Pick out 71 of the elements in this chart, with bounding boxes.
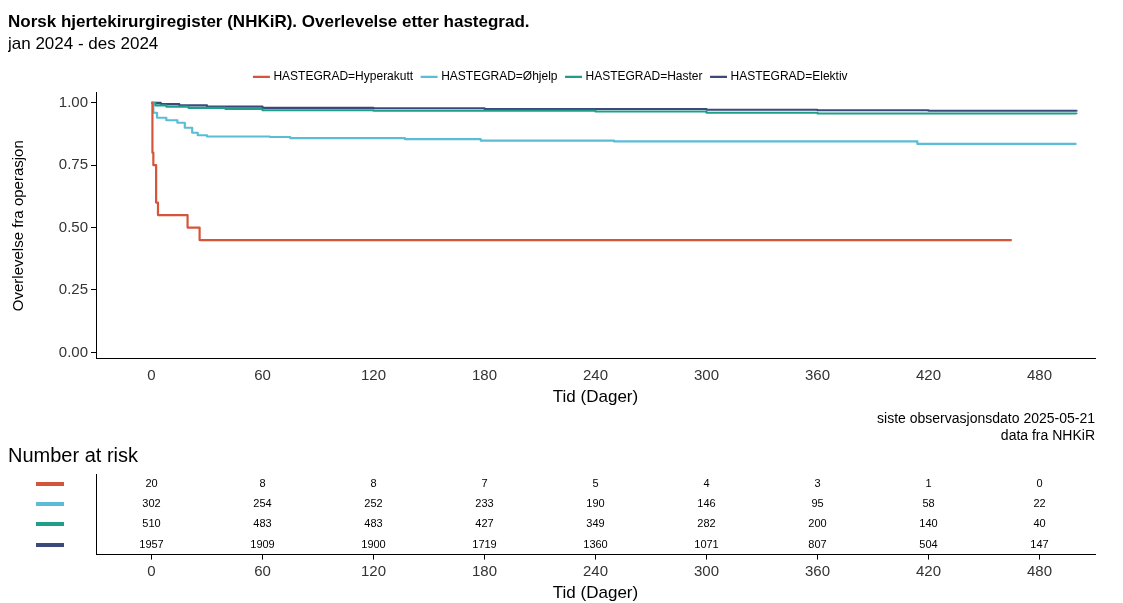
- data-label: 147: [1030, 537, 1049, 550]
- data-label: 200: [808, 517, 827, 530]
- x-axis-title: Tid (Dager): [552, 387, 639, 407]
- chart-subtitle: jan 2024 - des 2024: [7, 34, 159, 54]
- data-label: 0: [1036, 477, 1043, 490]
- data-label: 1957: [139, 537, 164, 550]
- chart-title: Norsk hjertekirurgiregister (NHKiR). Overlevelse etter hastegrad.: [8, 11, 530, 31]
- data-label: 20: [145, 477, 158, 490]
- x-tick-label: 180: [471, 561, 498, 579]
- x-tick-label: 120: [360, 365, 387, 383]
- data-label: 58: [922, 497, 935, 510]
- x-tick-label: 480: [1026, 365, 1053, 383]
- x-tick-label: 420: [915, 561, 942, 579]
- data-label: 483: [364, 517, 383, 530]
- data-label: 5: [592, 477, 599, 490]
- data-label: 282: [697, 517, 716, 530]
- data-label: 1909: [250, 537, 275, 550]
- legend-label: HASTEGRAD=Haster: [585, 69, 703, 84]
- data-label: 146: [697, 497, 716, 510]
- data-label: 252: [364, 497, 383, 510]
- legend-label: HASTEGRAD=Øhjelp: [441, 69, 558, 84]
- x-tick-label: 480: [1026, 561, 1053, 579]
- data-label: 1719: [472, 537, 497, 550]
- x-tick-label: 120: [360, 561, 387, 579]
- data-label: 427: [475, 517, 494, 530]
- data-label: 233: [475, 497, 494, 510]
- data-label: 95: [811, 497, 824, 510]
- y-tick-label: 0.00: [58, 342, 88, 360]
- data-label: 1360: [583, 537, 608, 550]
- data-label: 302: [142, 497, 161, 510]
- x-tick-label: 240: [582, 365, 609, 383]
- x-tick-label: 300: [693, 365, 720, 383]
- x-tick-label: 420: [915, 365, 942, 383]
- data-label: 8: [259, 477, 266, 490]
- y-axis-title: Overlevelse fra operasjon: [9, 140, 27, 312]
- data-label: 3: [814, 477, 821, 490]
- y-tick-label: 0.25: [58, 280, 88, 298]
- text: data fra NHKiR: [999, 427, 1095, 444]
- data-label: 40: [1033, 517, 1046, 530]
- data-label: 1: [925, 477, 932, 490]
- y-tick-label: 0.75: [58, 155, 88, 173]
- x-tick-label: 360: [804, 365, 831, 383]
- data-label: 1900: [361, 537, 386, 550]
- x-tick-label: 360: [804, 561, 831, 579]
- data-label: 504: [919, 537, 938, 550]
- data-label: 140: [919, 517, 938, 530]
- legend-label: HASTEGRAD=Elektiv: [730, 69, 848, 84]
- data-label: 349: [586, 517, 605, 530]
- data-label: 510: [142, 517, 161, 530]
- data-label: 254: [253, 497, 272, 510]
- x-tick-label: 60: [254, 365, 271, 383]
- data-label: 190: [586, 497, 605, 510]
- x-tick-label: 0: [147, 561, 156, 579]
- data-label: 22: [1033, 497, 1046, 510]
- data-label: 807: [808, 537, 827, 550]
- x-tick-label: 180: [471, 365, 498, 383]
- x-tick-label: 240: [582, 561, 609, 579]
- y-tick-label: 1.00: [58, 92, 88, 110]
- data-label: 8: [370, 477, 377, 490]
- data-label: 1071: [694, 537, 719, 550]
- text: siste observasjonsdato 2025-05-21: [876, 410, 1095, 427]
- x-tick-label: 300: [693, 561, 720, 579]
- data-label: 7: [481, 477, 488, 490]
- y-tick-label: 0.50: [58, 217, 88, 235]
- x-tick-label: 0: [147, 365, 156, 383]
- legend-label: HASTEGRAD=Hyperakutt: [273, 69, 414, 84]
- x-tick-label: 60: [254, 561, 271, 579]
- data-label: 4: [703, 477, 710, 490]
- chart-title: Number at risk: [8, 443, 140, 466]
- x-axis-title: Tid (Dager): [552, 583, 639, 603]
- data-label: 483: [253, 517, 272, 530]
